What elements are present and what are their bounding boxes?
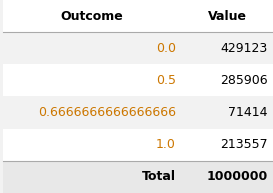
Text: 429123: 429123 [220,42,268,55]
Text: 0.6666666666666666: 0.6666666666666666 [38,106,176,119]
FancyBboxPatch shape [2,161,273,193]
FancyBboxPatch shape [2,64,273,96]
Text: 213557: 213557 [220,138,268,151]
Text: 285906: 285906 [220,74,268,87]
Text: 71414: 71414 [228,106,268,119]
Text: 0.5: 0.5 [156,74,176,87]
Text: 0.0: 0.0 [156,42,176,55]
Text: 1.0: 1.0 [156,138,176,151]
FancyBboxPatch shape [2,32,273,64]
Text: Value: Value [207,10,247,23]
Text: Total: Total [142,170,176,183]
Text: Outcome: Outcome [60,10,123,23]
FancyBboxPatch shape [2,0,273,32]
Text: 1000000: 1000000 [206,170,268,183]
FancyBboxPatch shape [2,129,273,161]
FancyBboxPatch shape [2,96,273,129]
